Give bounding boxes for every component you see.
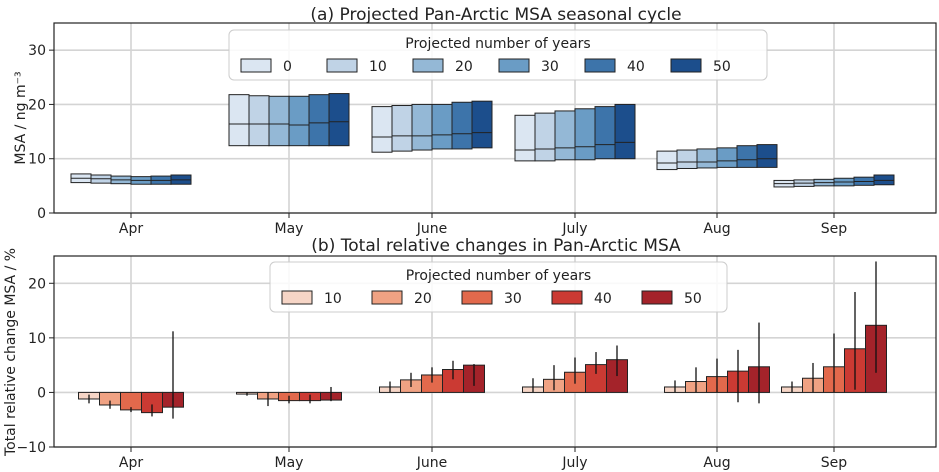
panel-b-title: (b) Total relative changes in Pan-Arctic… <box>311 236 681 256</box>
legend-box <box>228 29 768 81</box>
y-tick-label: 0 <box>37 206 46 222</box>
y-tick-label: 10 <box>28 331 46 347</box>
legend-label: 20 <box>455 59 473 75</box>
x-tick-label: Apr <box>119 455 143 471</box>
x-tick-label: May <box>275 455 304 471</box>
box-may-30 <box>288 95 310 147</box>
box-july-30 <box>574 108 596 161</box>
box-june-10 <box>391 105 413 152</box>
panel-b-legend: Projected number of years 10 20 30 40 50 <box>269 261 728 313</box>
panel-b-ylabel: Total relative change MSA / % <box>3 248 19 457</box>
y-tick-label: 20 <box>28 276 46 292</box>
box-may-50 <box>328 93 350 147</box>
x-tick-label: Sep <box>821 221 848 237</box>
y-tick-label: 30 <box>28 43 46 59</box>
legend-label: 10 <box>369 59 387 75</box>
x-tick-label: June <box>416 221 448 237</box>
legend-title: Projected number of years <box>405 36 590 52</box>
box-june-20 <box>411 103 433 151</box>
x-tick-label: July <box>561 221 587 237</box>
panel-a-boxes <box>70 93 895 188</box>
legend-label: 50 <box>713 59 731 75</box>
panel-a-legend: Projected number of years 0 10 20 30 40 50 <box>228 29 768 81</box>
panel-a-frame <box>53 22 937 214</box>
legend-title: Projected number of years <box>406 268 591 284</box>
y-tick-label: −10 <box>16 440 46 456</box>
legend-swatch <box>498 58 530 73</box>
legend-label: 50 <box>684 291 702 307</box>
panel-b-frame <box>53 255 937 448</box>
box-aug-30 <box>716 147 738 168</box>
box-june-50 <box>471 100 493 149</box>
panel-a-ticks: 0 10 20 30 Apr May June July Aug Sep <box>28 43 847 237</box>
x-tick-label: Sep <box>821 455 848 471</box>
legend-swatch <box>461 290 493 305</box>
box-july-0 <box>514 114 536 162</box>
box-may-20 <box>268 95 290 147</box>
legend-swatch <box>326 58 358 73</box>
panel-b: (b) Total relative changes in Pan-Arctic… <box>3 236 937 471</box>
legend-swatch <box>551 290 583 305</box>
panel-b-bars <box>78 261 887 419</box>
legend-swatch <box>371 290 403 305</box>
panel-a: (a) Projected Pan-Arctic MSA seasonal cy… <box>13 5 937 237</box>
box-aug-10 <box>676 149 698 169</box>
y-tick-label: 0 <box>37 385 46 401</box>
box-aug-40 <box>736 145 758 168</box>
x-tick-label: May <box>275 221 304 237</box>
y-tick-label: 10 <box>28 152 46 168</box>
box-aug-20 <box>696 148 718 169</box>
box-june-30 <box>431 103 453 150</box>
x-tick-label: July <box>561 455 587 471</box>
box-june-0 <box>371 106 393 153</box>
panel-a-ylabel: MSA / ng m⁻³ <box>13 71 29 164</box>
box-july-20 <box>554 110 576 161</box>
legend-label: 0 <box>283 59 292 75</box>
panel-a-title: (a) Projected Pan-Arctic MSA seasonal cy… <box>310 5 681 25</box>
legend-label: 30 <box>504 291 522 307</box>
panel-b-ticks: −10 0 10 20 Apr May June July Aug Sep <box>16 276 847 471</box>
x-tick-label: Aug <box>703 221 730 237</box>
legend-swatch <box>670 58 702 73</box>
legend-swatch <box>412 58 444 73</box>
box-june-40 <box>451 101 473 150</box>
box-may-0 <box>228 94 250 147</box>
legend-swatch <box>240 58 272 73</box>
box-sep-50 <box>873 174 895 186</box>
legend-label: 40 <box>594 291 612 307</box>
x-tick-label: Aug <box>703 455 730 471</box>
box-july-10 <box>534 112 556 162</box>
legend-label: 30 <box>541 59 559 75</box>
x-tick-label: June <box>416 455 448 471</box>
box-may-40 <box>308 94 330 147</box>
y-tick-label: 20 <box>28 97 46 113</box>
box-aug-50 <box>756 144 778 168</box>
legend-swatch <box>281 290 313 305</box>
x-tick-label: Apr <box>119 221 143 237</box>
legend-label: 10 <box>324 291 342 307</box>
box-july-40 <box>594 106 616 160</box>
box-may-10 <box>248 95 270 147</box>
legend-label: 20 <box>414 291 432 307</box>
legend-swatch <box>641 290 673 305</box>
box-aug-0 <box>656 150 678 171</box>
box-july-50 <box>614 103 636 160</box>
legend-label: 40 <box>627 59 645 75</box>
legend-swatch <box>584 58 616 73</box>
